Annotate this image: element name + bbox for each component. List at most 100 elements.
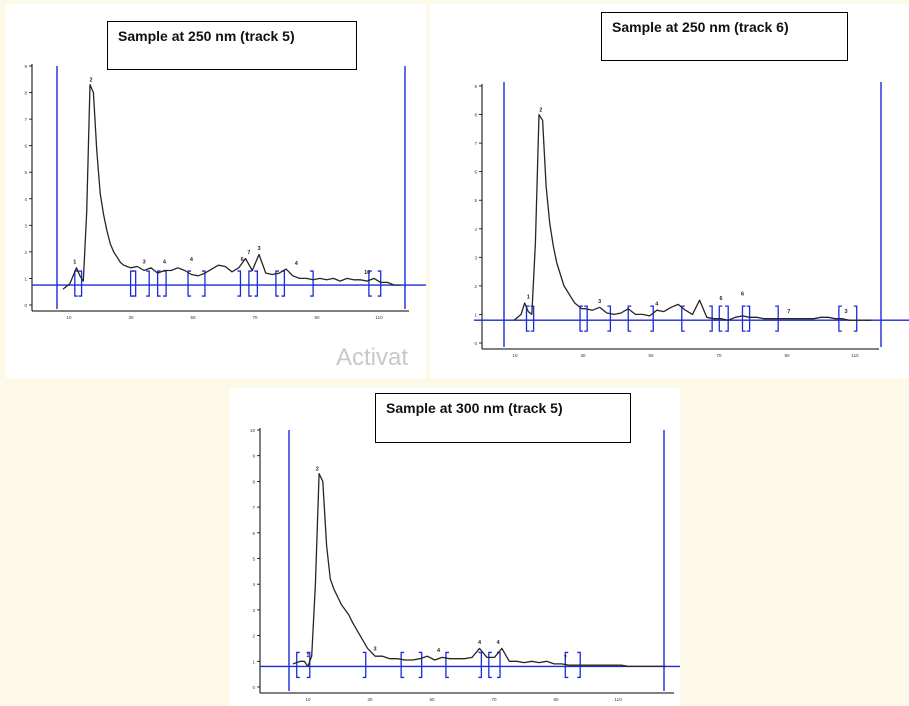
peak-bracket-marker: [478, 651, 483, 679]
peak-number-label: 4: [497, 640, 501, 646]
y-tick-label: 0: [24, 303, 27, 308]
x-tick-label: 10: [66, 315, 72, 320]
peak-bracket-marker: [445, 651, 449, 679]
peak-number-label: 2: [539, 108, 542, 114]
chromatogram-trace: [513, 113, 871, 321]
y-tick-label: 0: [252, 685, 255, 690]
peak-bracket-marker: [741, 305, 746, 332]
y-tick-label: 3: [24, 223, 27, 228]
x-tick-label: 30: [580, 353, 586, 358]
y-tick-label: 5: [252, 557, 255, 562]
peak-bracket-marker: [627, 305, 632, 332]
peak-bracket-marker: [362, 651, 367, 679]
peak-bracket-marker: [400, 651, 405, 679]
chart-title: Sample at 250 nm (track 6): [601, 12, 848, 61]
y-tick-label: 5: [24, 170, 27, 175]
peak-bracket-marker: [310, 270, 314, 297]
peak-number-label: 7: [564, 656, 567, 662]
y-tick-label: 7: [252, 505, 255, 510]
peak-bracket-marker: [306, 651, 311, 679]
peak-bracket-marker: [725, 305, 729, 332]
peak-number-label: 4: [190, 257, 194, 263]
peak-bracket-marker: [746, 305, 751, 332]
peak-bracket-marker: [146, 270, 150, 297]
y-tick-label: 6: [24, 144, 27, 149]
peak-bracket-marker: [254, 270, 258, 297]
x-tick-label: 30: [367, 697, 373, 702]
peak-bracket-marker: [368, 270, 372, 297]
y-tick-label: 3: [252, 608, 255, 613]
y-tick-label: 0: [474, 341, 477, 346]
peak-number-label: 4: [437, 648, 441, 654]
peak-number-label: 1: [73, 259, 76, 265]
peak-bracket-marker: [74, 270, 78, 297]
peak-bracket-marker: [163, 270, 167, 297]
peak-number-label: 2: [90, 78, 93, 84]
peak-number-label: 10: [364, 270, 370, 276]
y-tick-label: 1: [474, 312, 477, 317]
peak-bracket-marker: [78, 270, 83, 297]
chromatogram-chart: 0 1 2 3 4 5 6 7 8 9 10 30 50 70 90 110 1 2 3 4 6 6 7 3: [474, 82, 909, 358]
x-tick-label: 90: [314, 315, 320, 320]
y-tick-label: 3: [474, 255, 477, 260]
x-tick-label: 110: [375, 315, 383, 320]
peak-bracket-marker: [201, 270, 206, 297]
peak-bracket-marker: [584, 305, 588, 332]
peak-number-label: 6: [741, 292, 744, 298]
peak-bracket-marker: [650, 305, 654, 332]
peak-bracket-marker: [418, 651, 423, 679]
peak-number-label: 3: [374, 647, 377, 653]
y-tick-label: 2: [252, 634, 255, 639]
chart-title: Sample at 300 nm (track 5): [375, 393, 631, 443]
y-tick-label: 8: [474, 113, 477, 118]
y-tick-label: 1: [24, 276, 27, 281]
y-tick-label: 9: [474, 84, 477, 89]
chromatogram-trace: [62, 83, 401, 290]
peak-bracket-marker: [156, 270, 161, 297]
peak-bracket-marker: [525, 305, 530, 332]
y-tick-label: 4: [252, 582, 255, 587]
peak-bracket-marker: [377, 270, 382, 297]
peak-bracket-marker: [681, 305, 685, 332]
peak-bracket-marker: [187, 270, 192, 297]
peak-number-label: 4: [295, 261, 299, 267]
activate-watermark: Activat: [336, 344, 409, 371]
peak-bracket-marker: [296, 651, 300, 679]
x-tick-label: 90: [784, 353, 790, 358]
peak-bracket-marker: [132, 270, 137, 297]
y-tick-label: 9: [252, 454, 255, 459]
x-tick-label: 10: [512, 353, 518, 358]
chart-title: Sample at 250 nm (track 5): [107, 21, 357, 70]
y-tick-label: 9: [24, 64, 27, 69]
x-tick-label: 110: [851, 353, 859, 358]
y-tick-label: 4: [24, 197, 27, 202]
y-tick-label: 8: [24, 91, 27, 96]
x-tick-label: 50: [190, 315, 196, 320]
peak-number-label: 6: [720, 296, 723, 302]
y-tick-label: 7: [24, 117, 27, 122]
peak-number-label: 3: [844, 309, 847, 315]
peak-number-label: 7: [787, 309, 790, 315]
x-tick-label: 50: [429, 697, 435, 702]
peak-number-label: 4: [655, 302, 659, 308]
y-tick-label: 2: [474, 284, 477, 289]
x-tick-label: 70: [252, 315, 258, 320]
x-tick-label: 10: [305, 697, 311, 702]
peak-bracket-marker: [497, 651, 501, 679]
peak-number-label: 6: [241, 257, 244, 263]
y-tick-label: 4: [474, 227, 477, 232]
x-tick-label: 50: [648, 353, 654, 358]
x-tick-label: 30: [128, 315, 134, 320]
peak-number-label: 3: [598, 299, 601, 305]
peak-number-label: 4: [478, 640, 482, 646]
chromatogram-panel-track5-300: 0 1 2 3 4 5 6 7 8 9 10 10 30 50 70 90 110 1 2 3 4 4 4 7 Sample …: [230, 388, 680, 706]
peak-bracket-marker: [237, 270, 242, 297]
peak-bracket-marker: [281, 270, 286, 297]
chromatogram-trace: [292, 473, 666, 668]
peak-bracket-marker: [248, 270, 252, 297]
x-tick-label: 70: [491, 697, 497, 702]
y-tick-label: 2: [24, 250, 27, 255]
x-tick-label: 110: [614, 697, 622, 702]
peak-number-label: 1: [527, 295, 530, 301]
